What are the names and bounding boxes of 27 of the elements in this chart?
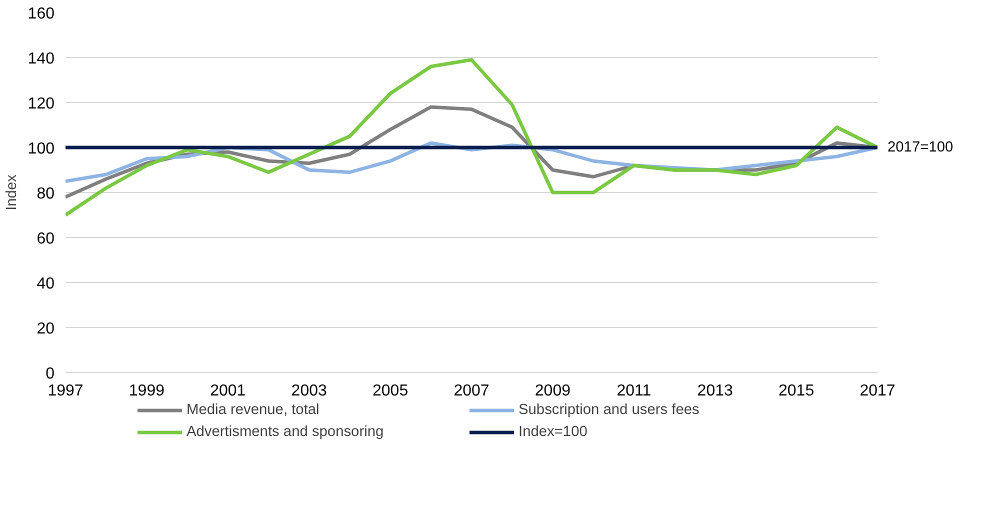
legend-label: Advertisments and sponsoring [186, 424, 385, 440]
x-tick-label: 1999 [128, 382, 165, 400]
legend-label: Index=100 [518, 424, 588, 440]
y-tick-label: 100 [28, 140, 55, 158]
x-tick-label: 2015 [778, 382, 814, 400]
x-tick-label: 2013 [697, 382, 733, 400]
line-series [66, 58, 878, 217]
y-tick-label: 40 [36, 276, 55, 292]
y-axis-title: Index [4, 174, 20, 210]
x-tick-label: 2001 [210, 382, 246, 400]
x-tick-label: 2007 [454, 382, 490, 400]
y-tick-label: 140 [28, 50, 55, 68]
x-tick-label: 2011 [616, 382, 652, 400]
x-tick-label: 2003 [291, 382, 327, 400]
y-tick-label: 0 [46, 366, 55, 382]
y-tick-label: 120 [28, 96, 55, 112]
y-tick-label: 80 [36, 186, 55, 202]
legend-label: Subscription and users fees [518, 402, 700, 418]
y-tick-label: 20 [36, 320, 55, 338]
x-tick-label: 1997 [48, 382, 84, 400]
x-tick-label: 2005 [372, 382, 408, 400]
x-tick-label: 2017 [860, 382, 896, 400]
annotation: 2017=100 [888, 140, 954, 156]
x-tick-label: 2009 [534, 382, 571, 400]
y-tick-label: 160 [28, 6, 55, 22]
y-tick-label: 60 [36, 230, 55, 248]
legend-label: Media revenue, total [186, 402, 320, 418]
